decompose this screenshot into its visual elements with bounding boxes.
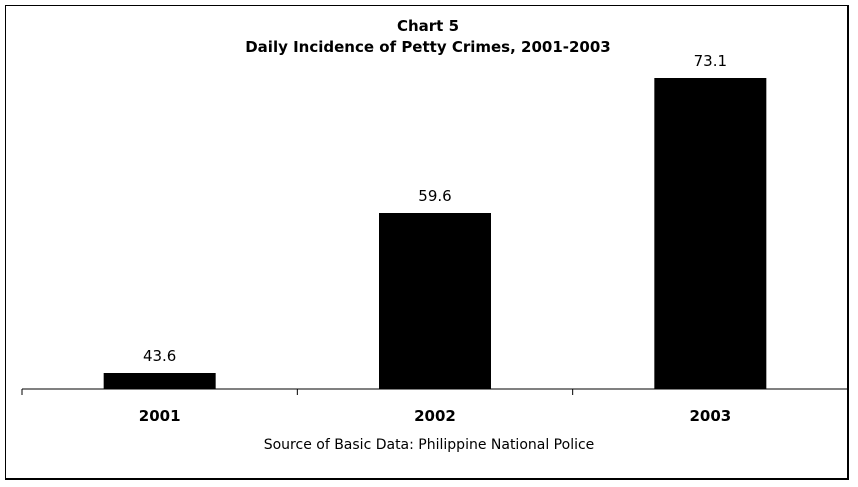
- chart-subtitle: Daily Incidence of Petty Crimes, 2001-20…: [245, 38, 611, 56]
- data-label-2001: 43.6: [143, 347, 176, 365]
- x-tick-label-2001: 2001: [139, 407, 181, 425]
- bar-2002: [379, 213, 491, 389]
- chart-title: Chart 5: [396, 17, 460, 35]
- bar-2003: [654, 78, 767, 389]
- data-label-2002: 59.6: [418, 187, 451, 205]
- bar-2001: [103, 373, 216, 389]
- data-label-2003: 73.1: [694, 52, 727, 70]
- x-tick-label-2002: 2002: [414, 407, 456, 425]
- source-note: Source of Basic Data: Philippine Nationa…: [263, 437, 595, 453]
- x-tick-label-2003: 2003: [689, 407, 731, 425]
- chart-title-block: Chart 5 Daily Incidence of Petty Crimes,…: [6, 16, 850, 58]
